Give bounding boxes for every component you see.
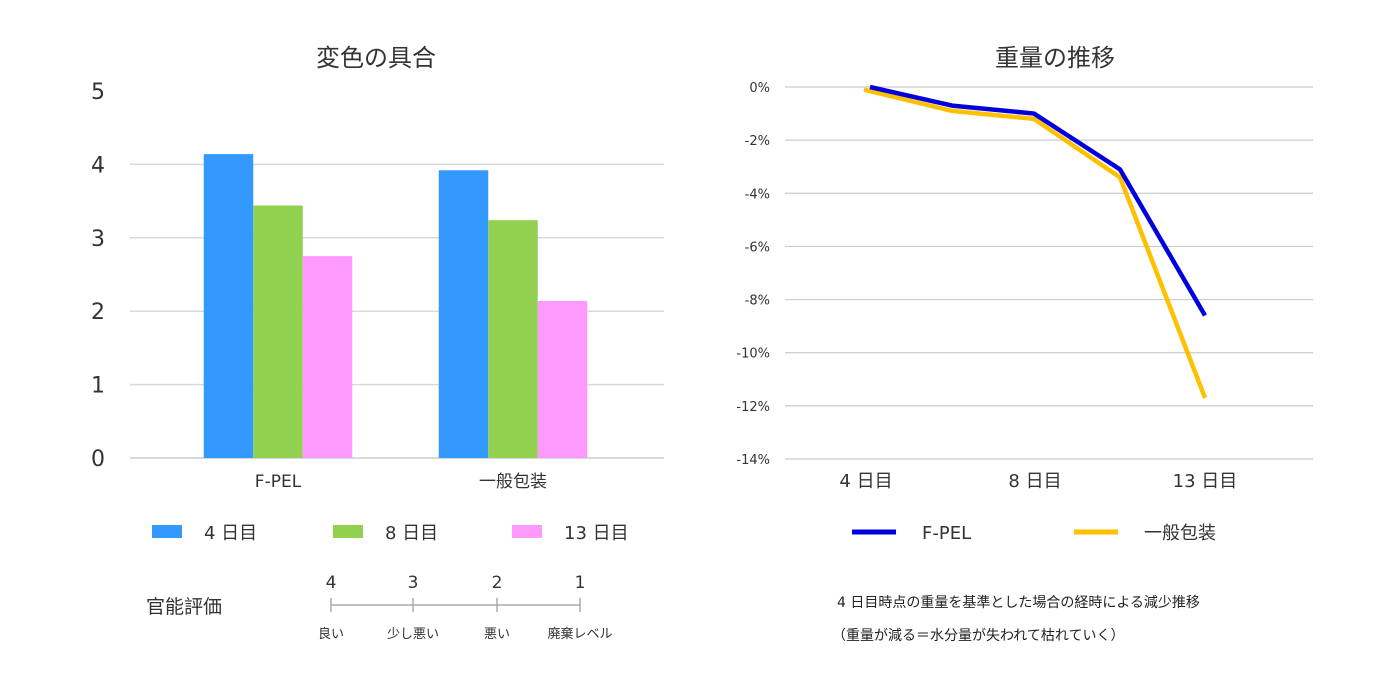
legend-label: 13 日目 (564, 523, 629, 544)
sensory-scale-value: 1 (575, 573, 586, 593)
bar-y-tick-label: 1 (91, 374, 105, 399)
legend-item: 13 日目 (512, 523, 629, 544)
line-x-tick-label: 4 日目 (839, 471, 892, 492)
legend-swatch (333, 525, 363, 538)
line-legend: F-PEL 一般包装 (852, 523, 1216, 544)
line-y-tick-label: 0% (749, 81, 770, 96)
sensory-scale-value: 3 (408, 573, 419, 593)
line-chart-title: 重量の推移 (995, 44, 1115, 72)
sensory-scale-text: 良い (318, 626, 344, 642)
sensory-scale-text: 悪い (484, 627, 510, 642)
line-x-tick-label: 8 日目 (1008, 471, 1061, 492)
line-series-general-packaging (863, 87, 1208, 399)
legend-item: F-PEL (852, 523, 971, 544)
sensory-scale-value: 4 (326, 573, 337, 593)
bar-y-tick-label: 0 (91, 447, 105, 472)
legend-swatch (512, 525, 542, 538)
line-y-tick-label: -6% (745, 240, 770, 255)
bar-y-tick-label: 2 (91, 300, 105, 325)
legend-item: 4 日目 (152, 523, 257, 544)
bar-chart: 変色の具合 0 1 2 3 4 5 F-PEL 一般包装 4 日目 8 日目 13 日目 官能評… (91, 44, 664, 642)
legend-item: 8 日目 (333, 523, 438, 544)
bar (253, 205, 303, 458)
line-y-tick-label: -8% (745, 294, 770, 309)
bar (302, 256, 353, 458)
bar-y-tick-label: 4 (91, 153, 105, 178)
sensory-scale-text: 少し悪い (387, 627, 439, 642)
legend-label: 8 日目 (385, 523, 438, 544)
bar (203, 154, 254, 458)
legend-swatch (152, 525, 182, 538)
sensory-scale-label: 官能評価 (146, 596, 222, 618)
line-y-axis: 0% -2% -4% -6% -8% -10% -12% -14% (736, 81, 770, 468)
line-x-axis: 4 日目 8 日目 13 日目 (839, 471, 1237, 492)
bar-y-tick-label: 3 (91, 227, 105, 252)
line-y-tick-label: -2% (745, 134, 770, 149)
bar (537, 300, 588, 458)
bar-chart-title: 変色の具合 (316, 44, 436, 72)
legend-label: 一般包装 (1144, 523, 1216, 544)
bar (438, 170, 489, 458)
bar-x-tick-label: F-PEL (255, 472, 302, 492)
line-chart: 重量の推移 0% -2% -4% -6% -8% -10% -12% -14% 4 日目 8 日… (736, 44, 1313, 644)
bar-legend: 4 日目 8 日目 13 日目 (152, 523, 629, 544)
line-chart-note-2: （重量が減る＝水分量が失われて枯れていく） (832, 627, 1124, 644)
legend-item: 一般包装 (1074, 523, 1216, 544)
bar-y-tick-label: 5 (91, 80, 105, 105)
bar-x-axis: F-PEL 一般包装 (255, 472, 547, 492)
sensory-scale-text: 廃棄レベル (547, 626, 612, 642)
line-x-tick-label: 13 日目 (1173, 471, 1238, 492)
line-series (863, 84, 1208, 399)
line-series-f-pel (869, 84, 1207, 317)
line-y-tick-label: -4% (745, 187, 770, 202)
legend-label: 4 日目 (204, 523, 257, 544)
line-grid (785, 86, 1313, 460)
bar-y-axis: 0 1 2 3 4 5 (91, 80, 105, 472)
sensory-scale-value: 2 (492, 573, 503, 593)
bar (488, 220, 538, 458)
bar-x-tick-label: 一般包装 (479, 472, 547, 492)
line-y-tick-label: -12% (736, 400, 770, 415)
sensory-scale: 官能評価 4 良い 3 少し悪い 2 悪い 1 廃棄レベル (146, 573, 613, 642)
line-y-tick-label: -14% (736, 453, 770, 468)
line-chart-note-1: 4 日目時点の重量を基準とした場合の経時による減少推移 (837, 594, 1200, 611)
bar-series (203, 154, 588, 458)
line-y-tick-label: -10% (736, 347, 770, 362)
legend-label: F-PEL (922, 523, 971, 544)
